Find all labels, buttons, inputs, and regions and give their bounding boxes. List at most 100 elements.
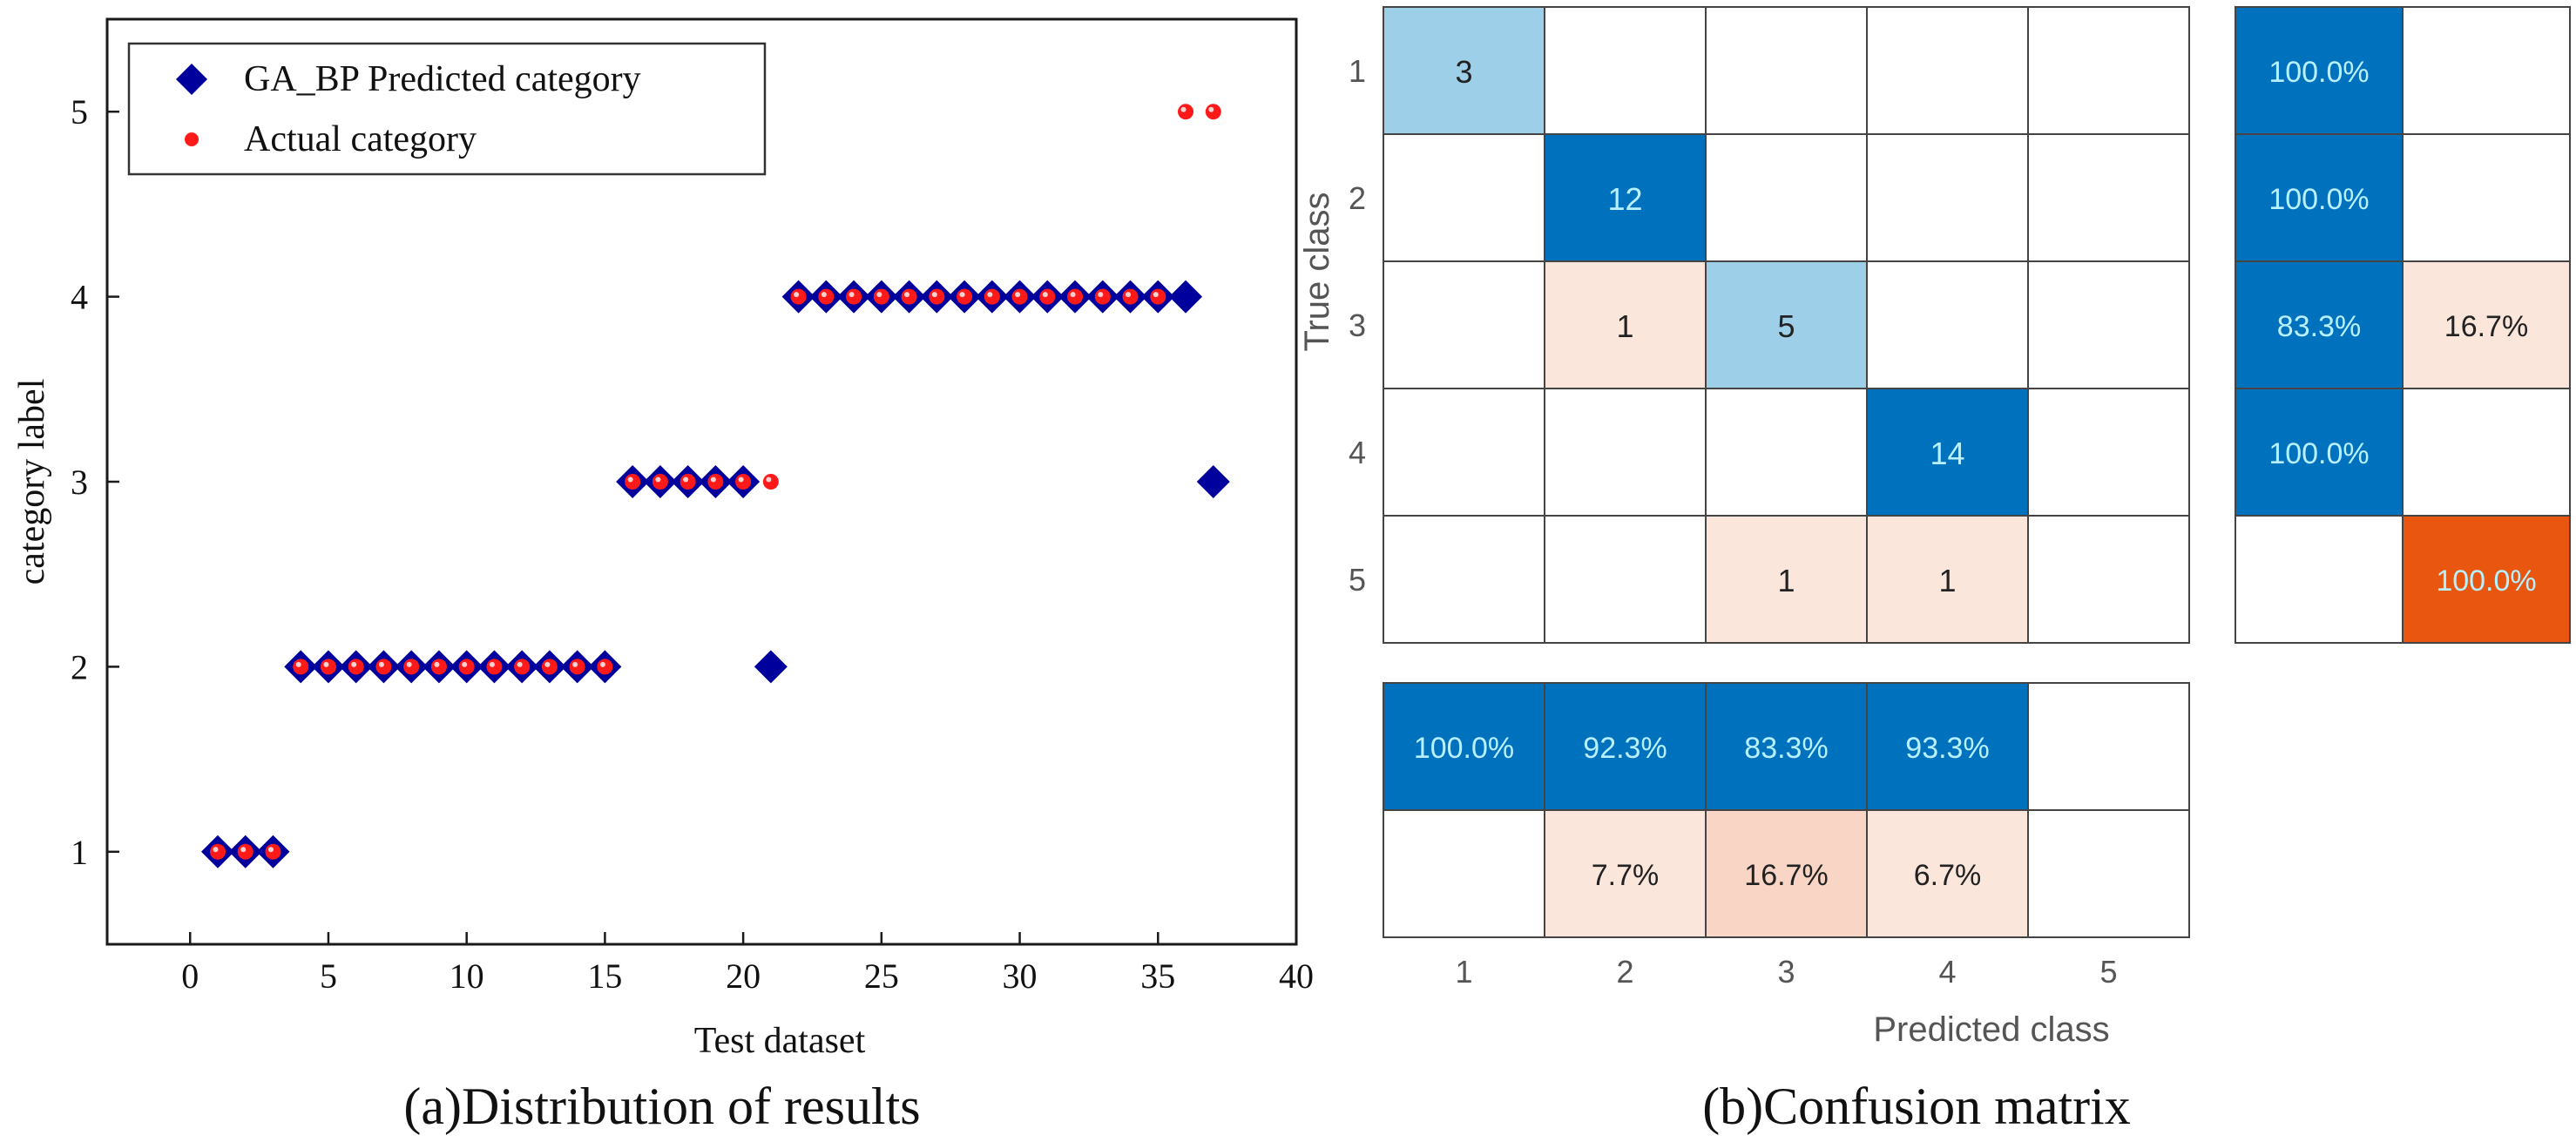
- column-summary-value: 7.7%: [1592, 859, 1660, 892]
- matrix-cell: [1866, 6, 2029, 135]
- actual-point: [1067, 288, 1084, 305]
- row-summary-value: 100.0%: [2436, 564, 2536, 598]
- matrix-cell: [1383, 133, 1545, 262]
- actual-point: [984, 288, 1000, 305]
- actual-point: [1039, 288, 1056, 305]
- panel-b-caption: (b)Confusion matrix: [1702, 1078, 2131, 1135]
- actual-point-highlight: [738, 476, 744, 483]
- actual-point: [1178, 104, 1194, 120]
- row-summary-value: 100.0%: [2268, 437, 2369, 470]
- row-summary-cell: [2402, 388, 2571, 517]
- actual-point: [486, 659, 503, 675]
- matrix-cell: [1383, 6, 1545, 135]
- column-summary-cell: [2027, 809, 2190, 938]
- actual-point-highlight: [683, 476, 689, 483]
- matrix-cell-value: 12: [1607, 181, 1642, 217]
- column-summary-value: 100.0%: [1414, 732, 1514, 765]
- panel-a-caption: (a)Distribution of results: [403, 1078, 920, 1135]
- actual-point: [873, 288, 889, 305]
- matrix-cell: [1866, 133, 2029, 262]
- predicted-class-tick-label: 4: [1938, 954, 1956, 990]
- actual-point: [375, 659, 392, 675]
- matrix-cell: [1544, 6, 1707, 135]
- y-tick-label: 3: [71, 463, 88, 502]
- actual-point: [652, 474, 668, 490]
- x-tick-label: 20: [726, 956, 761, 996]
- column-summary-cell: [1866, 809, 2029, 938]
- actual-point: [818, 288, 835, 305]
- y-tick-label: 1: [71, 833, 88, 872]
- actual-point: [1094, 288, 1111, 305]
- actual-point: [901, 288, 917, 305]
- column-summary-cell: [2027, 682, 2190, 811]
- actual-point-highlight: [959, 292, 965, 298]
- row-summary-cell: [2235, 515, 2404, 644]
- legend-diamond-marker: [176, 64, 207, 95]
- matrix-cell: [1705, 133, 1868, 262]
- predicted-point: [1196, 465, 1230, 498]
- matrix-cell: [1866, 388, 2029, 517]
- actual-point-highlight: [240, 847, 247, 853]
- true-class-tick-label: 5: [1349, 562, 1366, 598]
- row-summary-matrix: 100.0% 100.0% 83.3% 16.7% 100.0% 100.0%: [2235, 6, 2571, 644]
- x-tick-label: 0: [181, 956, 199, 996]
- actual-point: [957, 288, 973, 305]
- x-tick-label: 35: [1140, 956, 1175, 996]
- y-tick-label: 2: [71, 647, 88, 686]
- column-summary-cell: [1544, 809, 1707, 938]
- matrix-cell-value: 1: [1616, 308, 1633, 344]
- predicted-class-tick-label: 3: [1777, 954, 1795, 990]
- x-tick-label: 10: [450, 956, 484, 996]
- actual-point-highlight: [213, 847, 219, 853]
- matrix-cell: [1866, 260, 2029, 389]
- actual-point: [1011, 288, 1028, 305]
- actual-point-highlight: [849, 292, 855, 298]
- actual-point: [597, 659, 613, 675]
- actual-point: [1122, 288, 1139, 305]
- true-class-tick-label: 2: [1349, 180, 1366, 216]
- y-axis-label: category label: [12, 379, 52, 585]
- x-tick-label: 40: [1279, 956, 1314, 996]
- actual-point-highlight: [627, 476, 633, 483]
- column-summary-matrix: 100.0% 92.3% 83.3% 93.3% 7.7% 16.7% 6.7%: [1383, 682, 2190, 938]
- actual-point-highlight: [1098, 292, 1104, 298]
- predicted-point: [1169, 280, 1203, 314]
- actual-point: [265, 843, 281, 860]
- column-summary-value: 92.3%: [1583, 732, 1667, 765]
- legend-box: [127, 42, 767, 176]
- actual-point: [846, 288, 862, 305]
- matrix-cell: [1705, 388, 1868, 517]
- data-points: [200, 104, 1230, 868]
- row-summary-cell: [2402, 6, 2571, 135]
- predicted-class-tick-label: 2: [1616, 954, 1633, 990]
- matrix-cell: [1705, 260, 1868, 389]
- actual-point: [237, 843, 254, 860]
- actual-point: [348, 659, 364, 675]
- x-axis-label: Test dataset: [694, 1021, 866, 1061]
- true-class-tick-label: 1: [1349, 53, 1366, 89]
- actual-point-highlight: [821, 292, 827, 298]
- matrix-cell-value: 14: [1930, 436, 1964, 471]
- actual-point: [541, 659, 558, 675]
- legend: GA_BP Predicted category Actual category: [127, 42, 767, 176]
- actual-point-highlight: [351, 661, 357, 667]
- actual-point: [679, 474, 696, 490]
- matrix-cell-value: 1: [1777, 563, 1795, 598]
- axis-ticks: 0 5 10 15 20 25 30 35 40 1 2 3 4 5: [71, 92, 1314, 996]
- row-summary-cell: [2402, 260, 2571, 389]
- actual-point-highlight: [544, 661, 551, 667]
- matrix-cell-value: 5: [1777, 308, 1795, 344]
- true-class-tick-label: 4: [1349, 435, 1366, 470]
- row-summary-cell: [2235, 260, 2404, 389]
- matrix-cell: [1383, 515, 1545, 644]
- actual-point-highlight: [517, 661, 523, 667]
- column-summary-value: 16.7%: [1744, 859, 1828, 892]
- actual-point-highlight: [295, 661, 301, 667]
- actual-point-highlight: [406, 661, 412, 667]
- column-summary-cell: [1383, 809, 1545, 938]
- actual-point-highlight: [434, 661, 440, 667]
- matrix-cell: [2027, 388, 2190, 517]
